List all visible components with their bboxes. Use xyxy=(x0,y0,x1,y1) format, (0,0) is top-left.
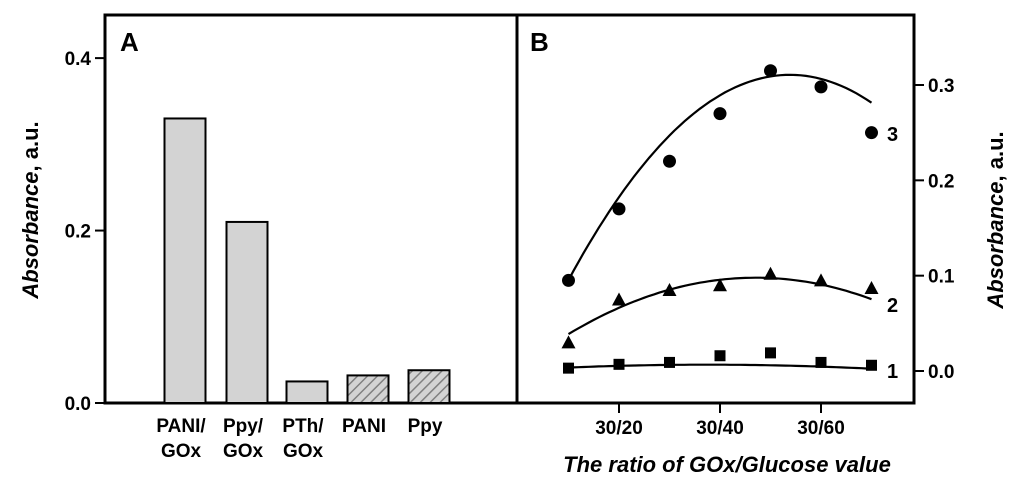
point-square xyxy=(714,350,726,362)
category-label: Ppy xyxy=(408,416,443,437)
point-square xyxy=(815,356,827,368)
point-triangle xyxy=(561,335,576,349)
panel-a-bars xyxy=(163,117,451,405)
point-square xyxy=(613,358,625,370)
y-tick-label: 0.2 xyxy=(65,222,91,243)
point-triangle xyxy=(864,281,879,295)
y-tick-label: 0.0 xyxy=(65,394,91,415)
point-triangle xyxy=(763,266,778,280)
point-triangle xyxy=(662,282,677,296)
bar-1 xyxy=(225,220,269,404)
series-label-1: 1 xyxy=(887,361,898,383)
panel-b-points xyxy=(561,64,879,374)
point-square xyxy=(664,356,675,368)
fit-curve-3 xyxy=(567,73,873,281)
y-tick-label: 0.1 xyxy=(928,267,955,288)
point-triangle xyxy=(713,278,727,292)
x-tick-label: 30/20 xyxy=(595,418,643,439)
point-circle xyxy=(713,107,727,121)
x-tick-label: 30/40 xyxy=(696,418,744,439)
y-tick-label: 0.2 xyxy=(928,171,954,192)
panel-b-y-axis-title: Absorbance, a.u. xyxy=(983,131,1008,309)
category-label: PANI/GOx xyxy=(156,416,206,462)
y-tick-label: 0.4 xyxy=(65,49,92,70)
point-circle xyxy=(764,64,777,78)
point-square xyxy=(765,347,776,359)
point-circle xyxy=(663,154,676,168)
category-label: Ppy/GOx xyxy=(223,416,264,462)
panel-b-y-ticks: 0.0 0.1 0.2 0.3 xyxy=(914,76,955,383)
y-tick-label: 0.3 xyxy=(928,76,954,97)
panel-b-x-ticks: 30/20 30/40 30/60 xyxy=(595,403,845,439)
point-triangle xyxy=(814,273,828,287)
y-tick-label: 0.0 xyxy=(928,362,954,383)
x-tick-label: 30/60 xyxy=(797,418,845,439)
point-circle xyxy=(814,80,828,94)
bar-0 xyxy=(163,117,207,404)
point-triangle xyxy=(612,292,626,306)
bar-2 xyxy=(285,380,329,405)
series-label-3: 3 xyxy=(887,124,898,146)
series-label-2: 2 xyxy=(887,295,898,317)
category-label: PTh/GOx xyxy=(282,416,324,462)
point-circle xyxy=(865,126,878,140)
panel-a-y-axis-title: Absorbance, a.u. xyxy=(18,121,43,299)
panel-a-letter: A xyxy=(120,27,139,57)
point-square xyxy=(866,359,877,371)
category-label: PANI xyxy=(342,416,386,437)
panel-b-frame xyxy=(515,13,916,405)
panel-b-letter: B xyxy=(530,27,549,57)
point-square xyxy=(563,362,574,374)
panel-a: A 0.0 0.2 0.4 PANI/GOx Ppy/GOx PTh/GOx PANI Pp… xyxy=(18,13,519,462)
panel-b-series-labels: 1 2 3 xyxy=(887,124,898,383)
point-circle xyxy=(612,202,626,216)
panel-a-category-labels: PANI/GOx Ppy/GOx PTh/GOx PANI Ppy xyxy=(156,416,442,462)
bar-4 xyxy=(407,369,451,405)
panel-b-x-axis-title: The ratio of GOx/Glucose value xyxy=(563,452,891,477)
panel-a-y-ticks: 0.0 0.2 0.4 xyxy=(65,49,105,415)
panel-b: B 30/20 30/40 30/60 0.0 0.1 0.2 0.3 1 2 3 The r… xyxy=(515,13,1008,477)
point-circle xyxy=(562,273,575,287)
bar-3 xyxy=(346,374,390,404)
